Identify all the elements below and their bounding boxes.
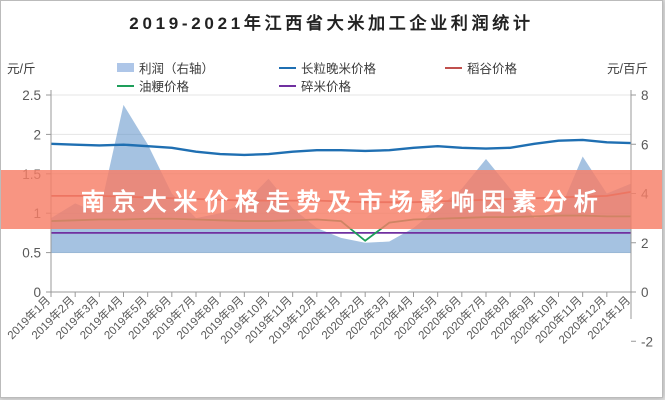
svg-text:2: 2 [33,127,41,142]
svg-text:0: 0 [33,285,41,300]
svg-text:0: 0 [641,285,649,300]
svg-text:6: 6 [641,137,649,152]
svg-text:1: 1 [33,206,41,221]
svg-text:2: 2 [641,236,649,251]
svg-text:1.5: 1.5 [22,167,41,182]
svg-text:0.5: 0.5 [22,246,41,261]
svg-text:4: 4 [641,187,649,202]
svg-text:-2: -2 [641,334,653,349]
